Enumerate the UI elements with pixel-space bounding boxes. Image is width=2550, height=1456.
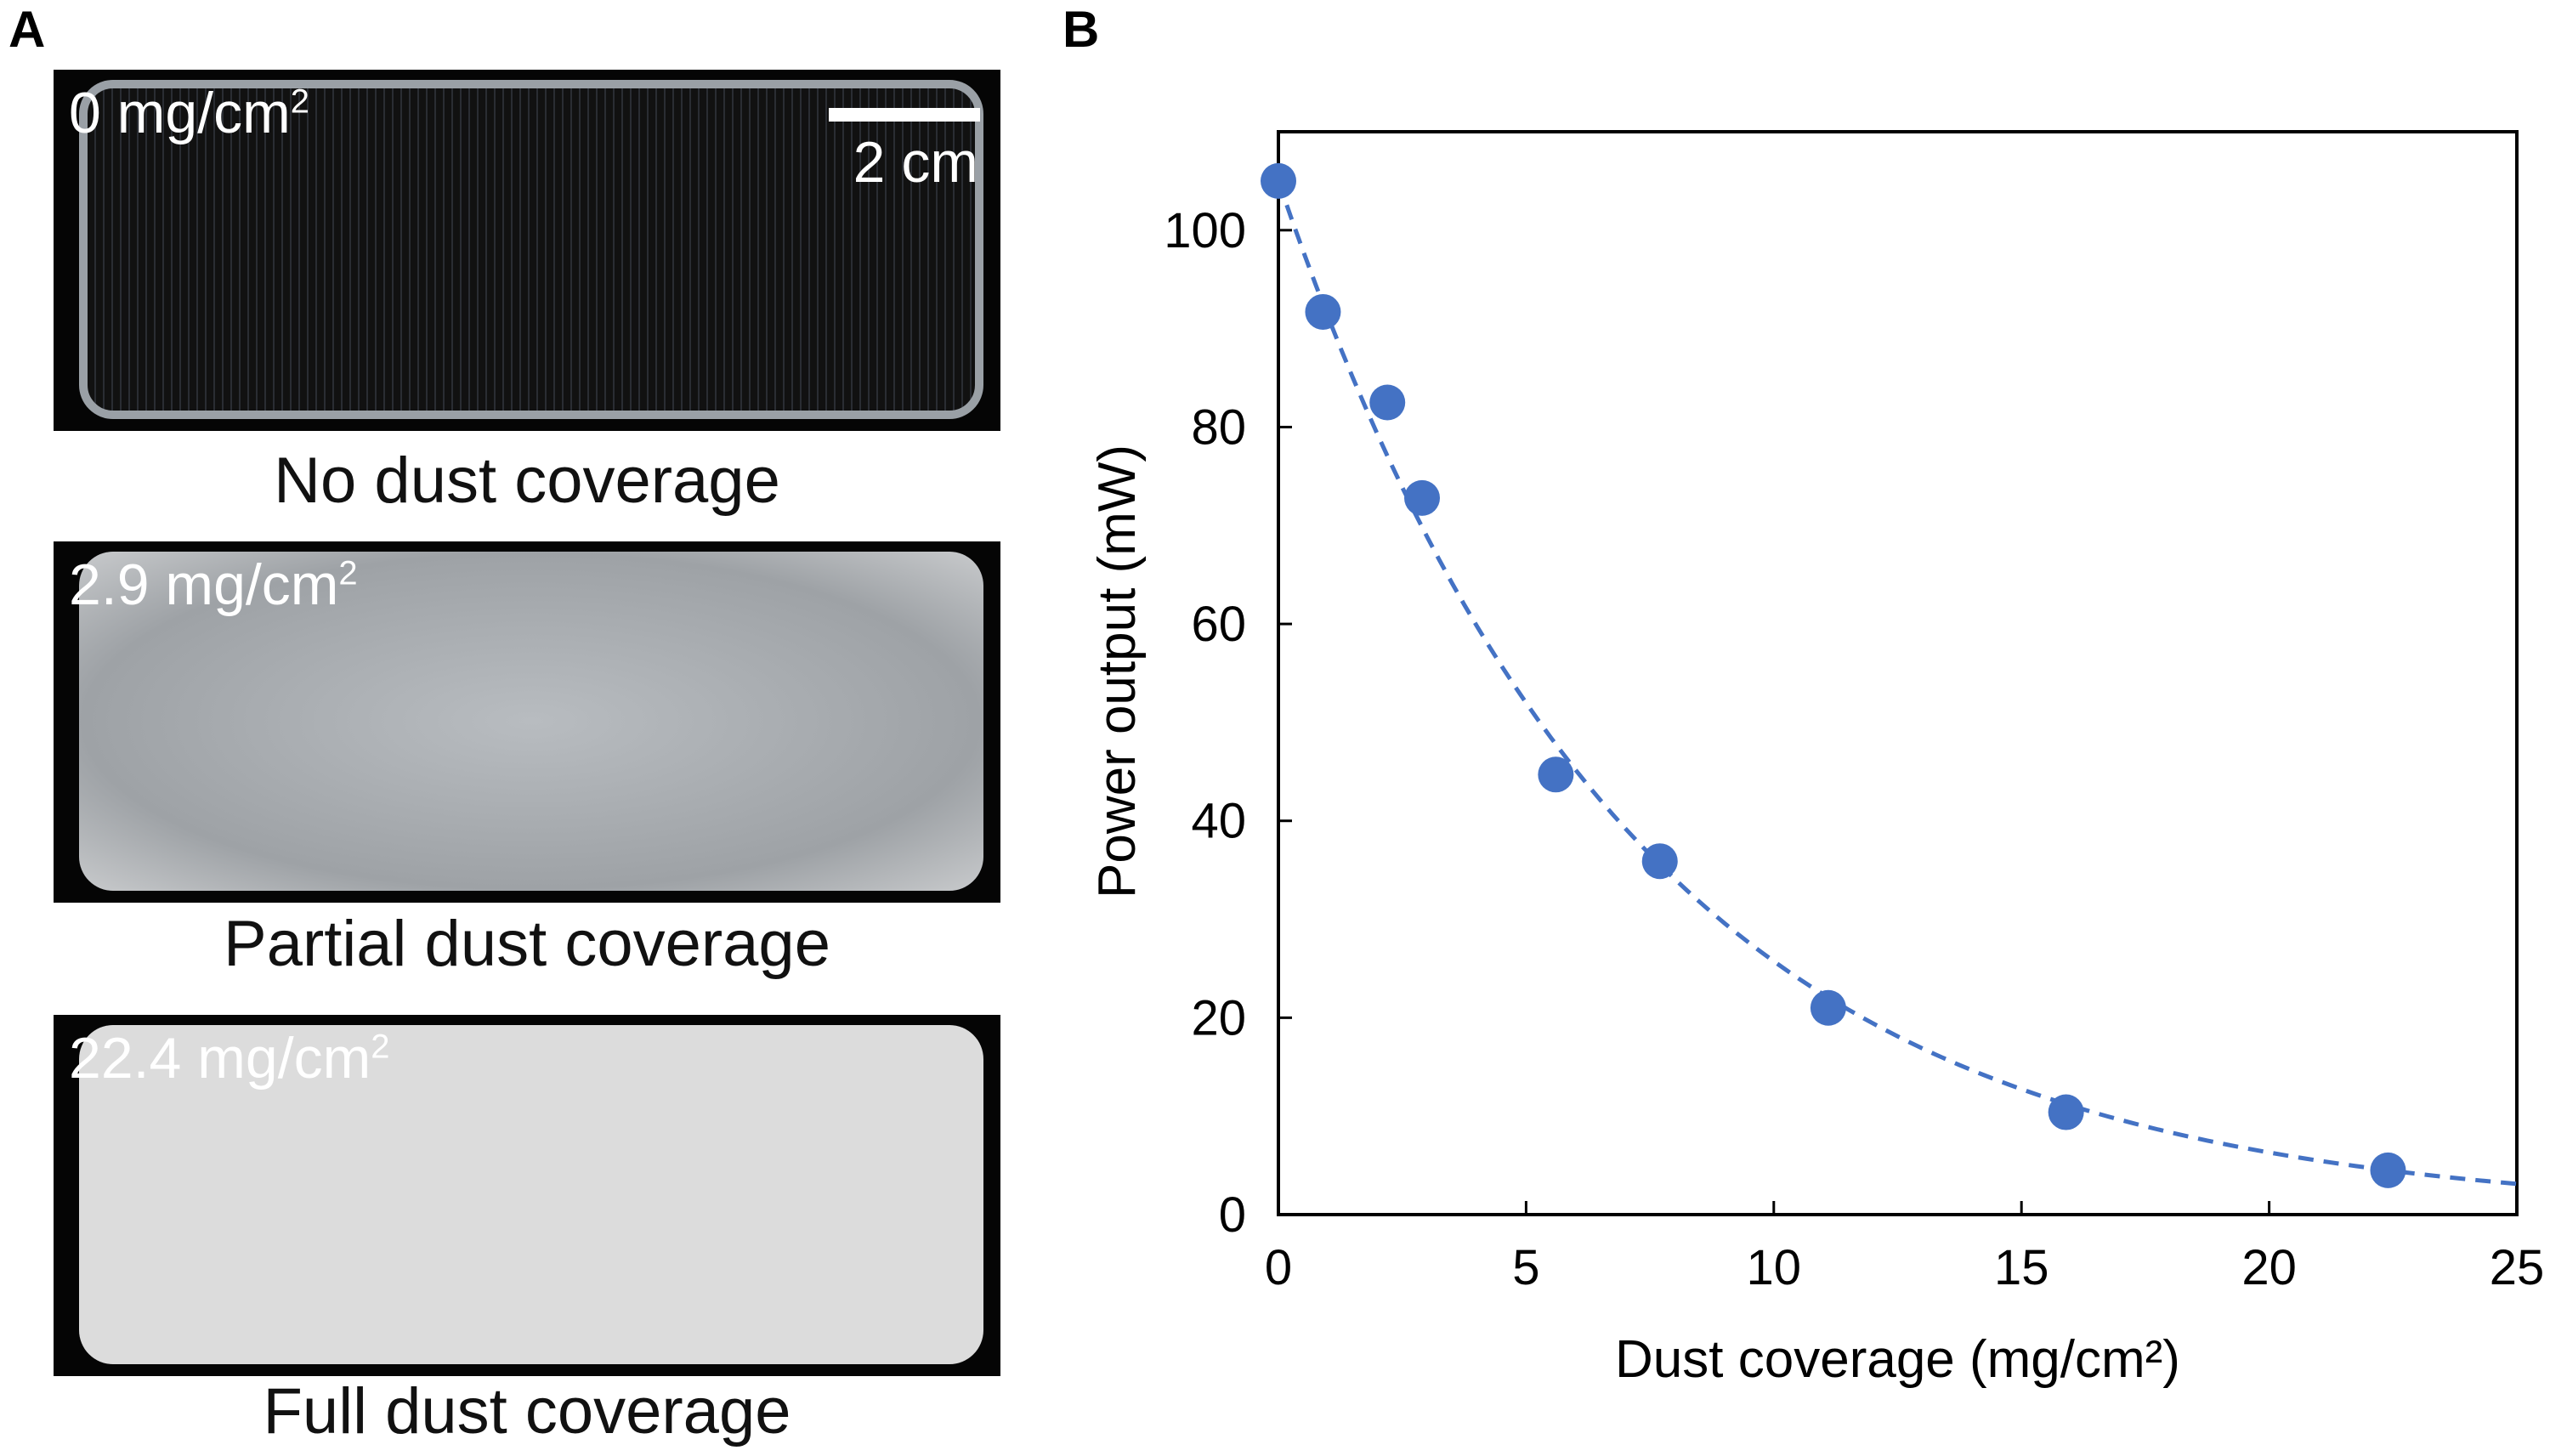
data-point [1404, 479, 1441, 516]
panel-b-label: B [1062, 1, 1100, 58]
data-point [1810, 989, 1846, 1026]
y-axis-label: Power output (mW) [1088, 445, 1147, 898]
scale-bar [829, 108, 980, 122]
y-tick-label: 40 [1191, 794, 1246, 849]
x-axis-label: Dust coverage (mg/cm²) [1615, 1330, 2180, 1389]
photo-no-dust: 0 mg/cm2 2 cm [54, 70, 1000, 431]
data-point [2370, 1152, 2406, 1188]
coverage-label: 0 mg/cm2 [69, 81, 309, 145]
x-tick-label: 20 [2241, 1240, 2297, 1295]
x-tick-label: 25 [2490, 1240, 2545, 1295]
x-tick-label: 0 [1265, 1240, 1292, 1295]
data-point [1369, 384, 1406, 421]
fit-curve [1276, 180, 2518, 1187]
coverage-label: 2.9 mg/cm2 [69, 552, 358, 617]
y-tick-label: 60 [1191, 597, 1246, 652]
data-point [1305, 293, 1341, 330]
data-point [1641, 843, 1678, 880]
x-tick-label: 10 [1747, 1240, 1802, 1295]
data-point [1261, 162, 1296, 199]
data-point [2048, 1094, 2084, 1130]
coverage-label: 22.4 mg/cm2 [69, 1026, 390, 1091]
scale-bar-label: 2 cm [853, 130, 978, 195]
photo-partial-dust: 2.9 mg/cm2 [54, 541, 1000, 903]
data-point [1538, 756, 1574, 793]
x-tick-label: 5 [1512, 1240, 1539, 1295]
panel-a-label: A [8, 1, 46, 58]
y-tick-label: 80 [1191, 399, 1246, 455]
caption: Partial dust coverage [224, 908, 830, 980]
y-tick-label: 100 [1164, 203, 1246, 258]
y-tick-label: 0 [1219, 1187, 1246, 1243]
y-tick-label: 20 [1191, 990, 1246, 1045]
plot-frame [1277, 130, 2519, 1216]
photo-full-dust: 22.4 mg/cm2 [54, 1015, 1000, 1376]
caption: Full dust coverage [263, 1375, 791, 1448]
caption: No dust coverage [274, 445, 780, 517]
x-tick-label: 15 [1994, 1240, 2049, 1295]
